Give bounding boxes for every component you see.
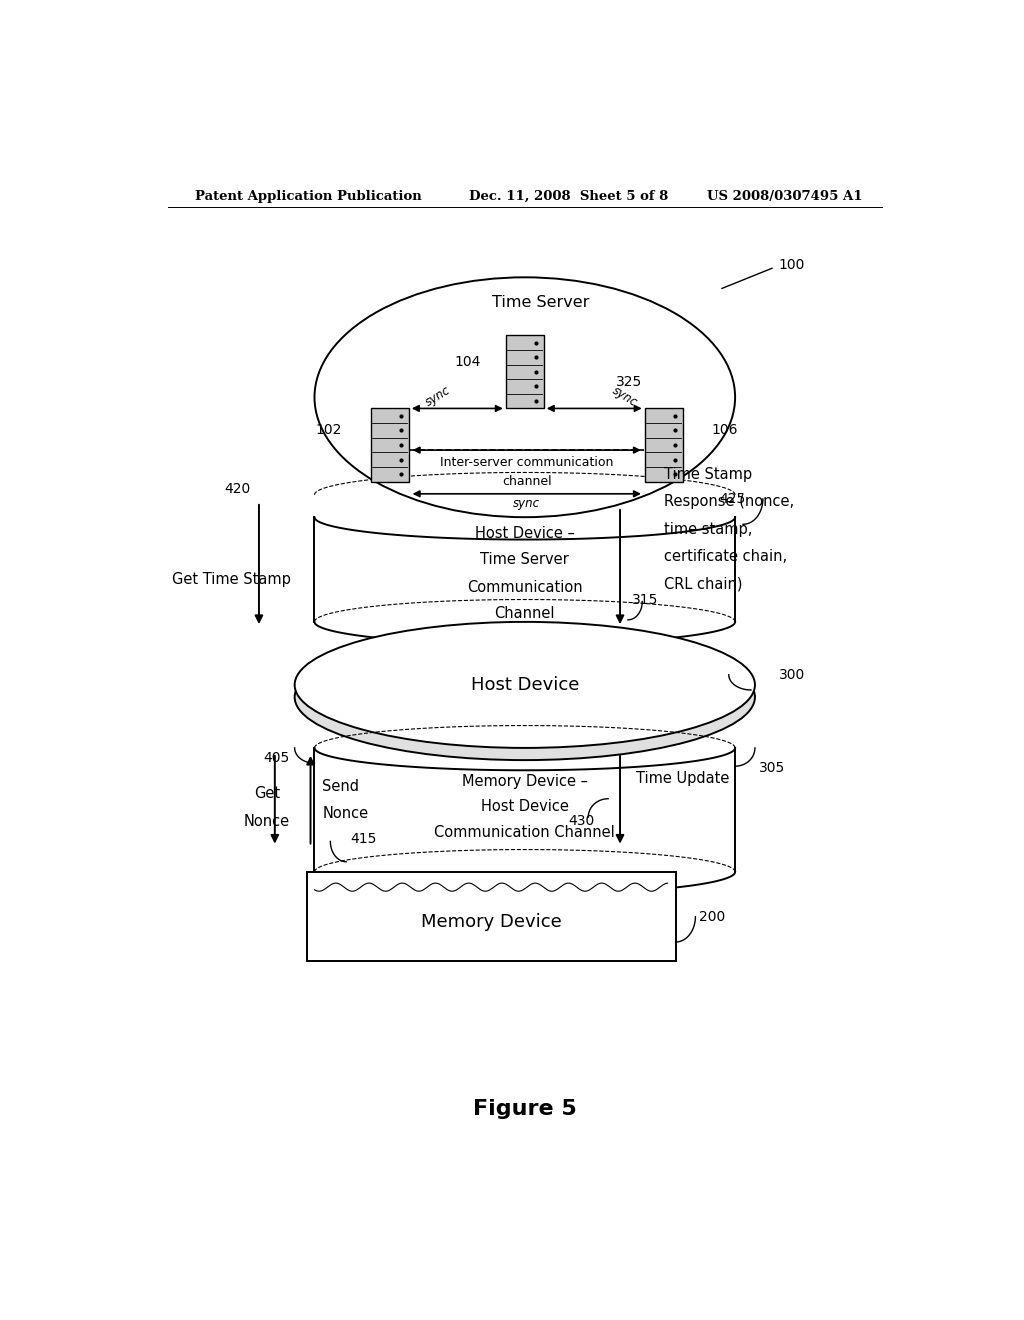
Text: Inter-server communication: Inter-server communication: [440, 455, 613, 469]
Text: Memory Device: Memory Device: [421, 912, 561, 931]
Text: Dec. 11, 2008  Sheet 5 of 8: Dec. 11, 2008 Sheet 5 of 8: [469, 190, 669, 202]
Ellipse shape: [295, 634, 755, 760]
Text: CRL chain): CRL chain): [664, 577, 742, 591]
Text: Time Server: Time Server: [480, 552, 569, 566]
Text: 415: 415: [350, 833, 377, 846]
Text: 325: 325: [616, 375, 642, 389]
Text: Channel: Channel: [495, 606, 555, 620]
Text: Time Update: Time Update: [636, 771, 729, 785]
Bar: [506, 335, 544, 408]
Text: sync: sync: [423, 384, 453, 409]
Text: Host Device: Host Device: [481, 800, 568, 814]
Text: Response (nonce,: Response (nonce,: [664, 495, 794, 510]
Text: certificate chain,: certificate chain,: [664, 549, 786, 565]
Ellipse shape: [295, 622, 755, 748]
Text: Host Device –: Host Device –: [475, 527, 574, 541]
Text: Memory Device –: Memory Device –: [462, 774, 588, 789]
Text: Time Stamp: Time Stamp: [664, 467, 752, 482]
Text: Get: Get: [254, 787, 280, 801]
Text: 420: 420: [224, 482, 251, 496]
Text: Nonce: Nonce: [323, 807, 369, 821]
Text: sync: sync: [513, 496, 541, 510]
Text: Nonce: Nonce: [244, 813, 290, 829]
Text: 405: 405: [263, 751, 289, 766]
Text: 305: 305: [759, 762, 785, 775]
Text: Get Time Stamp: Get Time Stamp: [172, 572, 291, 587]
Text: US 2008/0307495 A1: US 2008/0307495 A1: [708, 190, 863, 202]
Text: sync: sync: [609, 384, 639, 409]
Text: Time Server: Time Server: [492, 296, 590, 310]
Text: 100: 100: [779, 259, 805, 272]
Text: Communication: Communication: [467, 581, 583, 595]
Bar: [645, 408, 683, 482]
Text: Patent Application Publication: Patent Application Publication: [196, 190, 422, 202]
Text: 106: 106: [712, 422, 738, 437]
Bar: [371, 408, 409, 482]
Text: 300: 300: [779, 668, 805, 681]
Text: Send: Send: [323, 779, 359, 795]
Text: 104: 104: [455, 355, 481, 368]
Text: channel: channel: [502, 475, 552, 488]
Text: 430: 430: [568, 814, 595, 828]
Text: Host Device: Host Device: [471, 676, 579, 694]
Bar: [306, 873, 676, 961]
Text: 102: 102: [315, 422, 342, 437]
Text: 315: 315: [632, 593, 658, 606]
Text: 425: 425: [719, 492, 745, 506]
Text: 200: 200: [699, 909, 726, 924]
Text: time stamp,: time stamp,: [664, 521, 752, 537]
Text: Figure 5: Figure 5: [473, 1098, 577, 1119]
Text: Communication Channel: Communication Channel: [434, 825, 615, 840]
